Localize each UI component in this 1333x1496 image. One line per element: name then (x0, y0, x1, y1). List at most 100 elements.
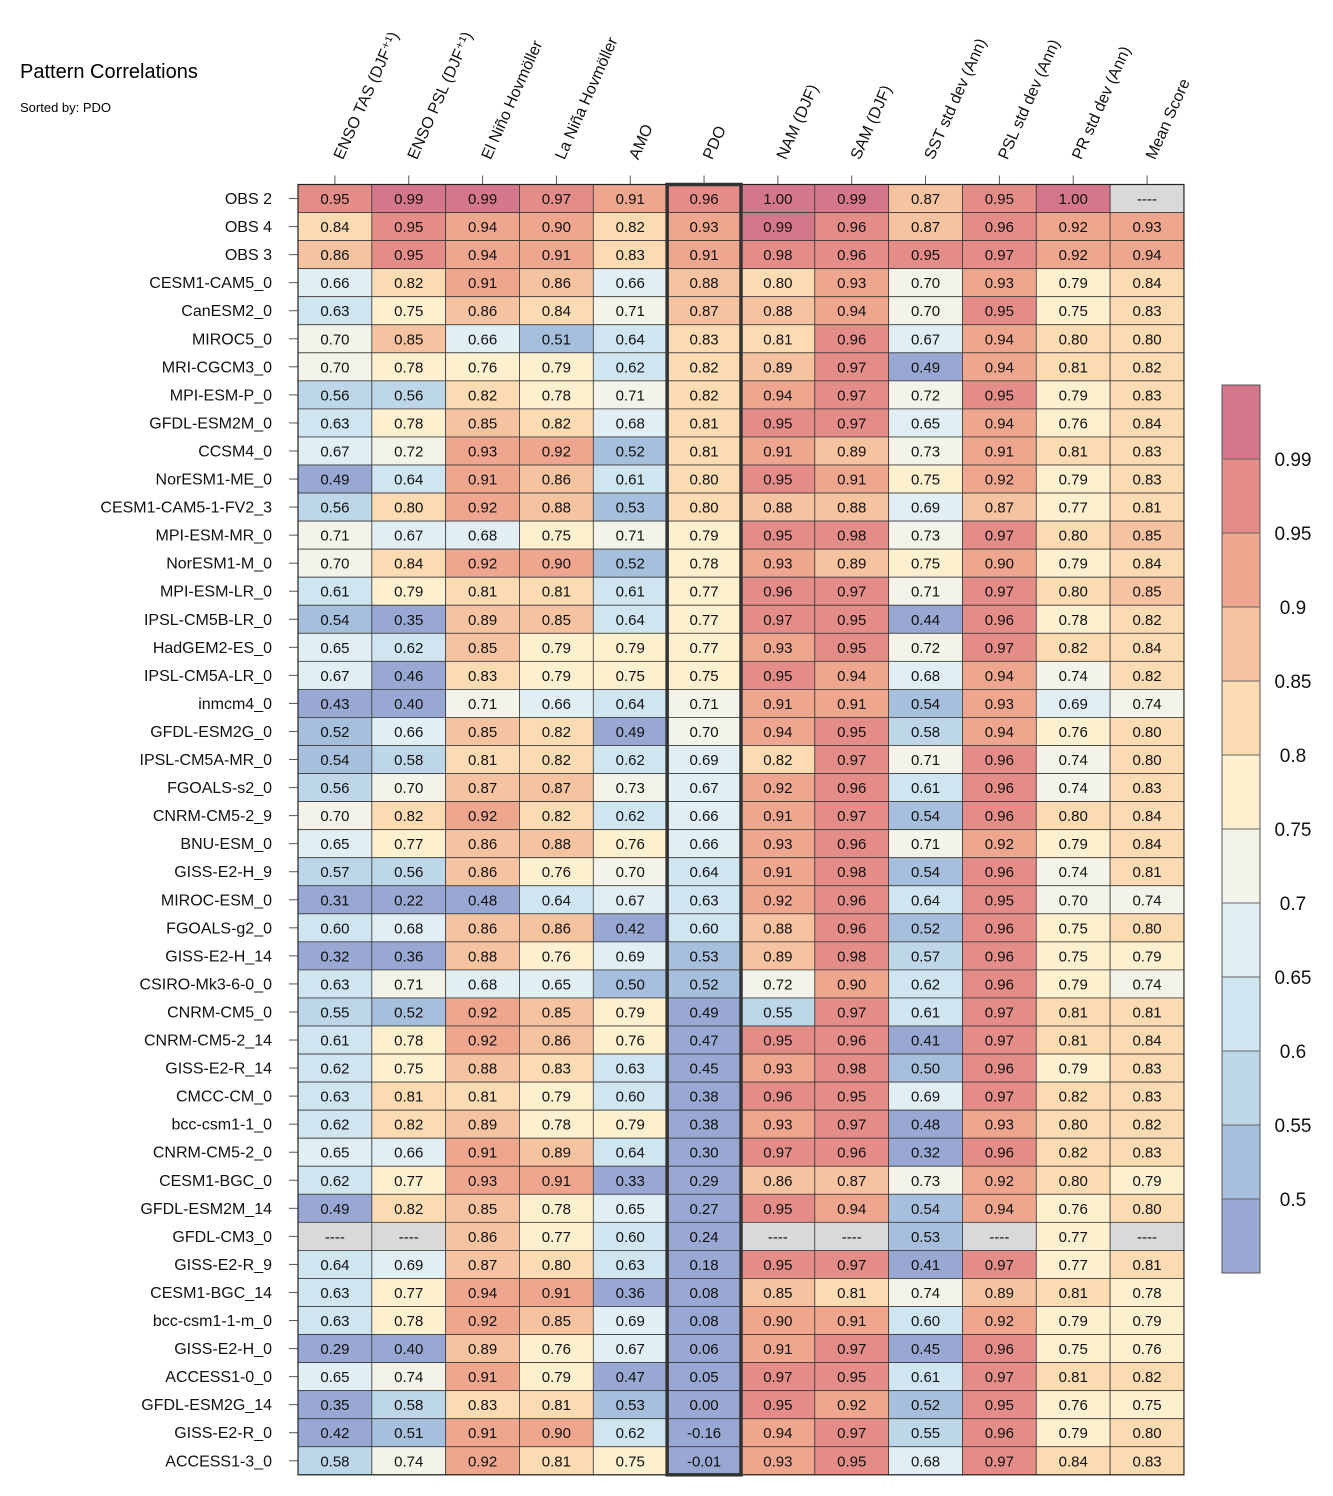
cell-value-mri-cgcm3-0-enso-tas-djf: 0.70 (320, 359, 349, 376)
cell-giss-e2-h-0-sam-djf (814, 1334, 890, 1364)
cell-mpi-esm-mr-0-amo (592, 520, 668, 550)
cell-value-cesm1-cam5-0-el-ni-o-hovm-ller: 0.91 (468, 275, 497, 292)
cell-fgoals-g2-0-mean-score (1109, 913, 1185, 943)
cell-value-cesm1-bgc-14-psl-std-dev-ann: 0.89 (985, 1285, 1014, 1302)
cell-gfdl-esm2g-14-pdo (666, 1390, 742, 1420)
cell-cesm1-bgc-0-enso-tas-djf (297, 1165, 373, 1195)
cell-obs-4-sam-djf (814, 212, 890, 242)
colorbar-bin (1222, 385, 1260, 459)
cell-giss-e2-r-0-la-ni-a-hovm-ller (519, 1418, 594, 1448)
cell-value-obs-4-nam-djf: 0.99 (763, 219, 792, 236)
row-label-cesm1-cam5-0: CESM1-CAM5_0 (149, 275, 272, 292)
cell-value-obs-3-enso-tas-djf: 0.86 (320, 247, 349, 264)
cell-obs-4-psl-std-dev-ann (962, 212, 1037, 242)
cell-value-bcc-csm1-1-0-el-ni-o-hovm-ller: 0.89 (468, 1117, 497, 1134)
cell-value-canesm2-0-pr-std-dev-ann: 0.75 (1059, 303, 1088, 320)
cell-giss-e2-h-0-sst-std-dev-ann (888, 1334, 963, 1364)
cell-value-gfdl-esm2g-14-enso-psl-djf: 0.58 (394, 1397, 423, 1414)
cell-value-cesm1-cam5-1-fv2-3-sst-std-dev-ann: 0.69 (911, 500, 940, 517)
cell-value-fgoals-s2-0-enso-tas-djf: 0.56 (320, 780, 349, 797)
cell-value-ipsl-cm5a-lr-0-enso-psl-djf: 0.46 (394, 668, 423, 685)
cell-bcc-csm1-1-m-0-el-ni-o-hovm-ller (445, 1306, 520, 1335)
cell-miroc5-0-enso-tas-djf (297, 324, 373, 354)
cell-giss-e2-r-9-enso-psl-djf (371, 1250, 447, 1279)
cell-value-access1-3-0-pdo: -0.01 (687, 1453, 721, 1470)
cell-value-obs-4-pdo: 0.93 (689, 219, 718, 236)
cell-cesm1-bgc-0-enso-psl-djf (371, 1165, 447, 1195)
cell-value-cnrm-cm5-2-9-el-ni-o-hovm-ller: 0.92 (468, 808, 497, 825)
cell-value-bcc-csm1-1-0-la-ni-a-hovm-ller: 0.78 (542, 1117, 571, 1134)
cell-ipsl-cm5a-lr-0-sam-djf (814, 660, 890, 690)
row-label-giss-e2-h-0: GISS-E2-H_0 (174, 1341, 272, 1358)
cell-value-mpi-esm-lr-0-amo: 0.61 (616, 584, 645, 601)
cell-mpi-esm-mr-0-nam-djf (740, 520, 816, 550)
cell-value-giss-e2-h-14-sam-djf: 0.98 (837, 948, 866, 965)
cell-value-giss-e2-r-9-el-ni-o-hovm-ller: 0.87 (468, 1257, 497, 1274)
cell-value-cesm1-cam5-0-enso-tas-djf: 0.66 (320, 275, 349, 292)
cell-cnrm-cm5-2-14-amo (592, 1025, 668, 1055)
cell-value-cnrm-cm5-0-la-ni-a-hovm-ller: 0.85 (542, 1004, 571, 1021)
cell-mri-cgcm3-0-pr-std-dev-ann (1035, 352, 1111, 382)
cell-hadgem2-es-0-pr-std-dev-ann (1035, 632, 1111, 662)
cell-giss-e2-r-9-pr-std-dev-ann (1035, 1250, 1111, 1279)
cell-access1-3-0-sst-std-dev-ann (888, 1446, 963, 1476)
cell-value-cesm1-cam5-0-sst-std-dev-ann: 0.70 (911, 275, 940, 292)
cell-gfdl-cm3-0-psl-std-dev-ann (962, 1221, 1037, 1251)
cell-value-ccsm4-0-sam-djf: 0.89 (837, 443, 866, 460)
cell-bcc-csm1-1-0-pdo (666, 1109, 742, 1139)
cell-value-mpi-esm-p-0-amo: 0.71 (616, 387, 645, 404)
cell-noresm1-m-0-la-ni-a-hovm-ller (519, 548, 594, 578)
cell-value-obs-2-psl-std-dev-ann: 0.95 (985, 191, 1014, 208)
cell-value-cnrm-cm5-2-9-amo: 0.62 (616, 808, 645, 825)
cell-value-bcc-csm1-1-m-0-nam-djf: 0.90 (763, 1313, 792, 1330)
cell-cesm1-bgc-0-la-ni-a-hovm-ller (519, 1165, 594, 1195)
cell-value-gfdl-esm2m-0-mean-score: 0.84 (1132, 415, 1161, 432)
cell-value-miroc-esm-0-mean-score: 0.74 (1132, 892, 1161, 909)
column-label-sam-djf: SAM (DJF) (848, 83, 896, 162)
cell-value-access1-3-0-psl-std-dev-ann: 0.97 (985, 1453, 1014, 1470)
cell-cmcc-cm-0-nam-djf (740, 1081, 816, 1111)
cell-value-cnrm-cm5-2-14-el-ni-o-hovm-ller: 0.92 (468, 1033, 497, 1050)
cell-gfdl-esm2g-0-pdo (666, 717, 742, 746)
cell-value-cesm1-bgc-14-sst-std-dev-ann: 0.74 (911, 1285, 940, 1302)
cell-value-giss-e2-r-14-psl-std-dev-ann: 0.96 (985, 1061, 1014, 1078)
cell-value-cesm1-cam5-1-fv2-3-la-ni-a-hovm-ller: 0.88 (542, 500, 571, 517)
cell-value-bcc-csm1-1-0-sst-std-dev-ann: 0.48 (911, 1117, 940, 1134)
cell-giss-e2-h-14-el-ni-o-hovm-ller (445, 941, 520, 971)
cell-value-giss-e2-h-0-amo: 0.67 (616, 1341, 645, 1358)
cell-value-mpi-esm-mr-0-amo: 0.71 (616, 528, 645, 545)
cell-value-giss-e2-r-9-psl-std-dev-ann: 0.97 (985, 1257, 1014, 1274)
cell-value-ipsl-cm5a-mr-0-enso-psl-djf: 0.58 (394, 752, 423, 769)
cell-miroc-esm-0-psl-std-dev-ann (962, 885, 1037, 915)
cell-mri-cgcm3-0-psl-std-dev-ann (962, 352, 1037, 382)
cell-cesm1-bgc-0-psl-std-dev-ann (962, 1165, 1037, 1195)
cell-value-ccsm4-0-mean-score: 0.83 (1132, 443, 1161, 460)
cell-bnu-esm-0-pdo (666, 829, 742, 859)
cell-mri-cgcm3-0-nam-djf (740, 352, 816, 382)
cell-fgoals-g2-0-sst-std-dev-ann (888, 913, 963, 943)
cell-value-miroc-esm-0-enso-psl-djf: 0.22 (394, 892, 423, 909)
cell-value-inmcm4-0-psl-std-dev-ann: 0.93 (985, 696, 1014, 713)
cell-value-csiro-mk3-6-0-0-nam-djf: 0.72 (763, 976, 792, 993)
cell-value-hadgem2-es-0-enso-psl-djf: 0.62 (394, 640, 423, 657)
cell-csiro-mk3-6-0-0-la-ni-a-hovm-ller (519, 969, 594, 999)
cell-value-hadgem2-es-0-la-ni-a-hovm-ller: 0.79 (542, 640, 571, 657)
cell-value-gfdl-esm2m-14-la-ni-a-hovm-ller: 0.78 (542, 1201, 571, 1218)
cell-value-obs-3-mean-score: 0.94 (1132, 247, 1161, 264)
cell-value-access1-3-0-enso-tas-djf: 0.58 (320, 1453, 349, 1470)
cell-value-giss-e2-h-0-la-ni-a-hovm-ller: 0.76 (542, 1341, 571, 1358)
cell-cmcc-cm-0-pdo (666, 1081, 742, 1111)
cell-noresm1-m-0-sam-djf (814, 548, 890, 578)
cell-giss-e2-r-14-pr-std-dev-ann (1035, 1053, 1111, 1083)
row-label-access1-0-0: ACCESS1-0_0 (165, 1369, 272, 1386)
cell-value-obs-3-sam-djf: 0.96 (837, 247, 866, 264)
cell-ccsm4-0-pr-std-dev-ann (1035, 436, 1111, 466)
cell-cnrm-cm5-2-0-pr-std-dev-ann (1035, 1137, 1111, 1167)
colorbar-label-0-6: 0.6 (1280, 1042, 1306, 1063)
cell-cesm1-bgc-0-sst-std-dev-ann (888, 1165, 963, 1195)
cell-value-obs-3-enso-psl-djf: 0.95 (394, 247, 423, 264)
cell-value-mpi-esm-p-0-pdo: 0.82 (689, 387, 718, 404)
cell-value-cnrm-cm5-2-0-el-ni-o-hovm-ller: 0.91 (468, 1145, 497, 1162)
colorbar-bin (1222, 829, 1260, 903)
cell-value-mri-cgcm3-0-sam-djf: 0.97 (837, 359, 866, 376)
